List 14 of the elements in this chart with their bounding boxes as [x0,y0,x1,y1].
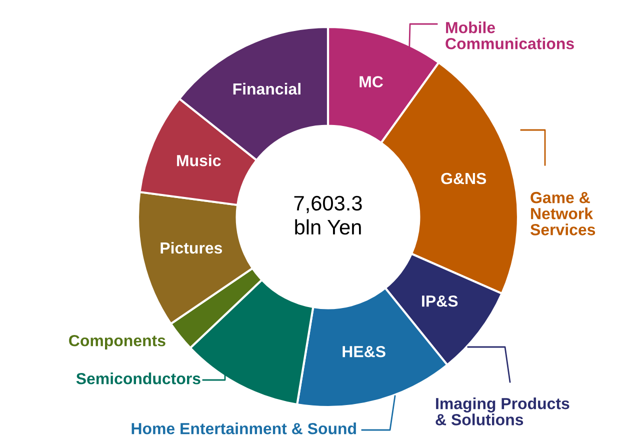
text: HE&S [342,346,386,358]
slice-label: Home Entertainment & Sound [132,422,356,434]
text: G&NS [441,172,486,184]
slice-label: Game & Network Services [530,192,596,236]
slice-label: Pictures [160,242,222,254]
slice-label: Music [177,154,221,166]
slice-label: Semiconductors [76,372,200,384]
slice-label: Mobile Communications [446,22,574,50]
text: IP&S [422,295,458,307]
text: MC [360,76,384,88]
slice-label: Imaging Products & Solutions [436,397,570,426]
slice-label: Financial [233,82,300,95]
slice-label: Components [69,334,166,350]
text: 7,603.3 bln Yen [294,196,362,235]
